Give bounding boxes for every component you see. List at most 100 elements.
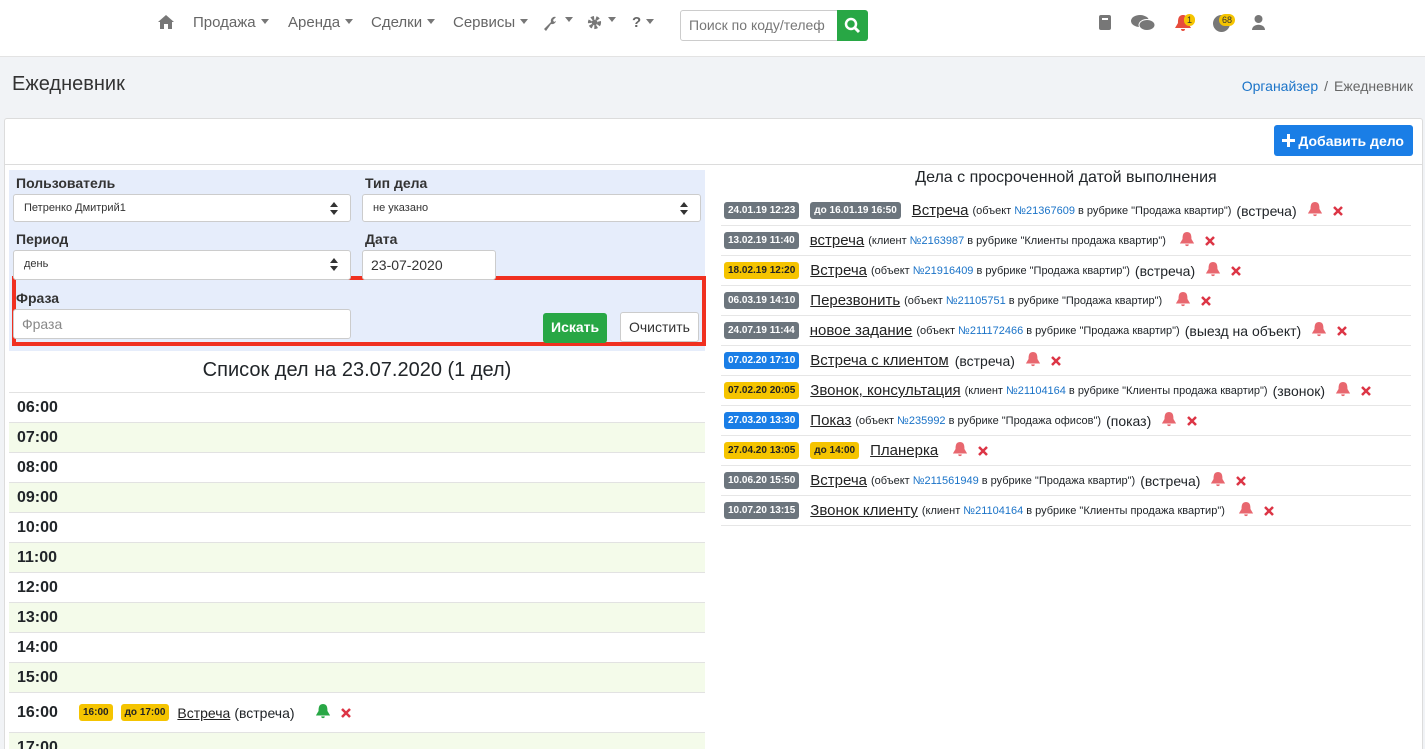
hour-time: 08:00 [17, 458, 58, 476]
nav-menu-item[interactable]: Продажа [193, 14, 269, 31]
overdue-row: 27.04.20 13:05 до 14:00 Планерка [721, 436, 1411, 466]
detail-prefix: (объект [871, 474, 910, 487]
overdue-title: Дела с просроченной датой выполнения [915, 169, 1217, 186]
detail-link[interactable]: №21916409 [912, 264, 974, 277]
task-title[interactable]: Встреча [810, 472, 867, 489]
date-badge: 06.03.19 14:10 [724, 292, 800, 309]
hour-time: 14:00 [17, 638, 58, 656]
bell-icon[interactable] [1161, 411, 1177, 431]
task-title[interactable]: Звонок клиенту [810, 502, 918, 519]
close-icon[interactable] [340, 705, 351, 721]
task-title[interactable]: Встреча [810, 262, 867, 279]
hour-time: 11:00 [17, 548, 58, 566]
search-button[interactable] [837, 10, 868, 41]
detail-prefix: (объект [871, 264, 910, 277]
detail-link[interactable]: №21367609 [1014, 204, 1075, 217]
task-type-select[interactable]: не указано [362, 194, 701, 222]
clear-button[interactable]: Очистить [620, 312, 699, 342]
close-icon[interactable] [1201, 293, 1212, 309]
task-title[interactable]: встреча [809, 232, 865, 249]
bell-icon[interactable] [1307, 201, 1323, 221]
detail-link[interactable]: №21104164 [963, 504, 1024, 517]
period-select[interactable]: день [13, 250, 351, 280]
overdue-list: 24.01.19 12:23 до 16.01.19 16:50 Встреча (о… [721, 196, 1411, 526]
tools-caret[interactable] [560, 12, 573, 29]
nav-menu-item[interactable]: Сделки [371, 14, 435, 31]
period-label: Период [16, 231, 69, 247]
task-title[interactable]: новое задание [809, 322, 913, 339]
detail-link[interactable]: №211172466 [958, 324, 1024, 337]
detail-suffix: в рубрике "Продажа квартир") [1077, 204, 1232, 217]
hour-time: 10:00 [17, 518, 58, 536]
breadcrumb-link[interactable]: Органайзер [1241, 78, 1319, 94]
divider [5, 164, 1422, 165]
hour-time: 07:00 [17, 428, 58, 446]
home-icon[interactable] [158, 15, 174, 29]
close-icon[interactable] [1337, 323, 1348, 339]
book-icon[interactable] [1099, 15, 1111, 30]
nav-menu-item[interactable]: Аренда [288, 14, 353, 31]
search-placeholder: Поиск по коду/телеф [689, 17, 825, 33]
settings-icon[interactable] [587, 15, 602, 30]
bell-icon[interactable] [1175, 291, 1191, 311]
close-icon[interactable] [1264, 503, 1274, 519]
help-menu[interactable]: ? [632, 14, 654, 31]
bell-icon[interactable] [1205, 261, 1221, 281]
nav-menu-item[interactable]: Сервисы [453, 14, 528, 31]
bell-icon[interactable] [952, 441, 968, 461]
navbar: Продажа Аренда Сделки Сервисы ? Поиск по ко… [0, 0, 1425, 57]
date-badge: 07.02.20 17:10 [724, 352, 800, 369]
hour-row: 07:00 [9, 422, 705, 452]
detail-link[interactable]: №21104164 [1005, 384, 1066, 397]
task-title[interactable]: Встреча с клиентом [810, 352, 949, 369]
close-icon[interactable] [1332, 203, 1343, 219]
hour-time: 15:00 [17, 668, 58, 686]
close-icon[interactable] [978, 443, 989, 459]
detail-link[interactable]: №2163987 [909, 234, 965, 247]
overdue-row: 06.03.19 14:10 Перезвонить (объект №2110575… [721, 286, 1411, 316]
bell-icon[interactable] [315, 703, 331, 723]
task-type: (выезд на объект) [1184, 322, 1302, 339]
tools-icon[interactable] [542, 15, 558, 31]
task-title[interactable]: Показ [810, 412, 852, 429]
hour-time: 13:00 [17, 608, 58, 626]
detail-suffix: в рубрике "Продажа квартир") [1008, 294, 1163, 307]
bell-icon[interactable] [1238, 501, 1254, 521]
close-icon[interactable] [1236, 473, 1247, 489]
detail-link[interactable]: №21105751 [945, 294, 1006, 307]
bell-icon[interactable] [1025, 351, 1041, 371]
task-title[interactable]: Звонок, консультация [810, 382, 961, 399]
close-icon[interactable] [1231, 263, 1242, 279]
task-type: (звонок) [1272, 382, 1326, 399]
user-label: Пользователь [16, 175, 116, 191]
event-type: (встреча) [234, 704, 295, 721]
breadcrumb-separator: / [1324, 78, 1329, 94]
date-input[interactable]: 23-07-2020 [362, 250, 496, 280]
search-filter-button[interactable]: Искать [543, 313, 608, 343]
event-title[interactable]: Встреча [177, 704, 231, 721]
close-icon[interactable] [1051, 353, 1061, 369]
bell-icon[interactable] [1179, 231, 1195, 251]
task-title[interactable]: Встреча [911, 202, 969, 219]
phrase-input[interactable]: Фраза [13, 309, 351, 339]
deadline-badge: до 16.01.19 16:50 [810, 202, 901, 219]
task-title[interactable]: Перезвонить [810, 292, 901, 309]
user-icon[interactable] [1252, 15, 1265, 30]
close-icon[interactable] [1187, 413, 1198, 429]
chat-icon[interactable] [1131, 14, 1155, 32]
task-title[interactable]: Планерка [870, 442, 939, 459]
search-input[interactable]: Поиск по коду/телеф [680, 10, 838, 41]
close-icon[interactable] [1361, 383, 1371, 399]
close-icon[interactable] [1205, 233, 1215, 249]
bell-icon[interactable] [1210, 471, 1226, 491]
detail-link[interactable]: №235992 [897, 414, 946, 427]
add-task-button[interactable]: Добавить дело [1274, 125, 1413, 156]
user-select[interactable]: Петренко Дмитрий1 [13, 194, 351, 222]
settings-caret[interactable] [603, 12, 616, 29]
deadline-badge: до 14:00 [810, 442, 860, 459]
detail-link[interactable]: №211561949 [912, 474, 979, 487]
bell-icon[interactable] [1335, 381, 1351, 401]
bell-icon[interactable] [1311, 321, 1327, 341]
detail-prefix: (клиент [868, 234, 907, 247]
